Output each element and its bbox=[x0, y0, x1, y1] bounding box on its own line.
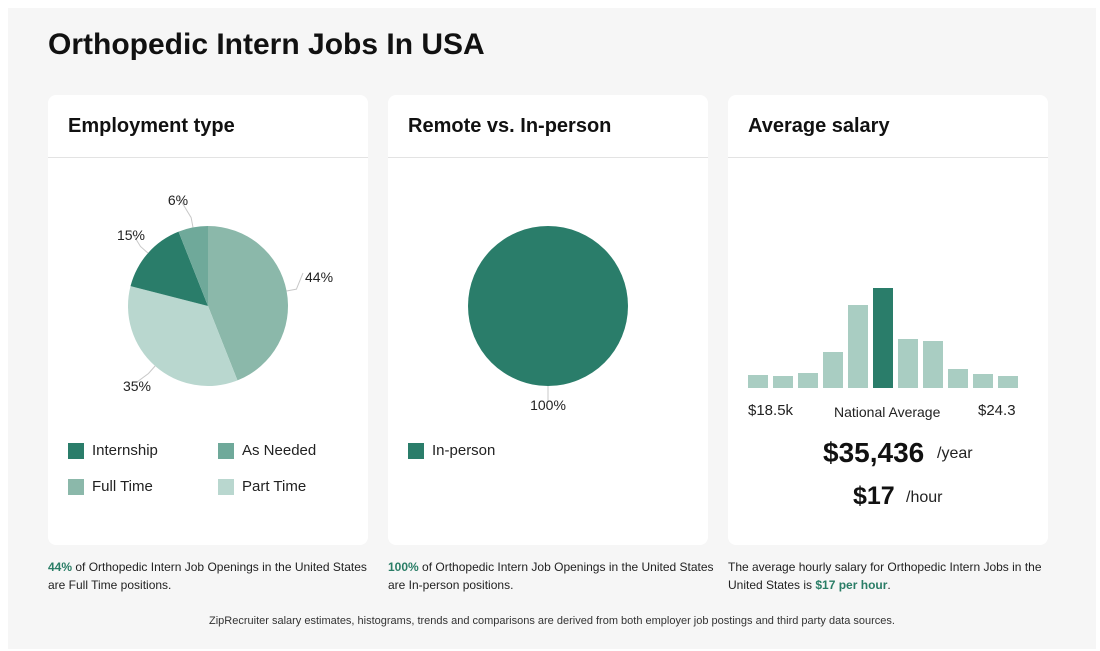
histogram-bar bbox=[848, 305, 868, 388]
legend-swatch bbox=[68, 478, 84, 495]
pie-label-part-time: 35% bbox=[123, 378, 151, 394]
employment-note-highlight: 44% bbox=[48, 560, 73, 574]
salary-min-label: $18.5k bbox=[748, 402, 794, 419]
pie-leader-line bbox=[286, 272, 304, 292]
histogram-bar bbox=[973, 374, 993, 388]
salary-title: Average salary bbox=[748, 115, 890, 137]
remote-note-text: of Orthopedic Intern Job Openings in the… bbox=[388, 560, 714, 592]
pie-leader-line bbox=[177, 195, 194, 228]
employment-type-pie-chart: 44% 35% 15% 6% bbox=[117, 192, 333, 394]
pie-label-as-needed: 6% bbox=[168, 192, 188, 208]
legend-item-part-time: Part Time bbox=[218, 478, 306, 495]
pie-slice-full-time bbox=[208, 226, 288, 381]
card-divider bbox=[48, 157, 368, 158]
employment-type-card: Employment type 44% 35% 15% 6% Internship As… bbox=[48, 95, 368, 545]
legend-label: In-person bbox=[432, 442, 496, 459]
legend-label: Internship bbox=[92, 442, 158, 459]
legend-label: As Needed bbox=[242, 442, 317, 459]
salary-max-label: $24.3 bbox=[978, 402, 1016, 419]
pie-slice-as-needed bbox=[178, 226, 208, 306]
page-title: Orthopedic Intern Jobs In USA bbox=[48, 28, 485, 61]
yearly-salary: $35,436 bbox=[823, 437, 925, 468]
legend-label: Part Time bbox=[242, 478, 307, 495]
national-average-label: National Average bbox=[834, 404, 941, 420]
salary-note-end: . bbox=[887, 578, 891, 592]
pie-leader-line bbox=[130, 230, 149, 254]
legend-swatch bbox=[408, 442, 424, 459]
remote-note-highlight: 100% bbox=[388, 560, 419, 574]
pie-slice-part-time bbox=[127, 286, 238, 386]
histogram-bar bbox=[798, 373, 818, 388]
legend-swatch bbox=[218, 478, 234, 495]
remote-card: Remote vs. In-person 100% In-person bbox=[388, 95, 708, 545]
histogram-bar-national-average bbox=[873, 288, 893, 388]
remote-note: 100% of Orthopedic Intern Job Openings i… bbox=[388, 558, 718, 594]
histogram-bar bbox=[948, 369, 968, 388]
salary-card: Average salary $18.5k National Average $… bbox=[728, 95, 1048, 545]
pie-slice-in-person bbox=[468, 226, 628, 386]
yearly-unit: /year bbox=[937, 445, 973, 462]
legend-swatch bbox=[218, 442, 234, 459]
legend-item-in-person: In-person bbox=[408, 442, 495, 459]
histogram-bar bbox=[748, 375, 768, 388]
legend-swatch bbox=[68, 442, 84, 459]
salary-histogram bbox=[748, 288, 1018, 388]
employment-note-text: of Orthopedic Intern Job Openings in the… bbox=[48, 560, 367, 592]
legend-item-as-needed: As Needed bbox=[218, 442, 316, 459]
histogram-bar bbox=[823, 352, 843, 388]
pie-label-in-person: 100% bbox=[530, 397, 566, 413]
histogram-bar bbox=[923, 341, 943, 388]
footer-disclaimer: ZipRecruiter salary estimates, histogram… bbox=[209, 615, 895, 627]
histogram-bar bbox=[898, 339, 918, 388]
employment-note: 44% of Orthopedic Intern Job Openings in… bbox=[48, 558, 378, 594]
salary-note-text: The average hourly salary for Orthopedic… bbox=[728, 560, 1042, 592]
histogram-bar bbox=[773, 376, 793, 388]
remote-title: Remote vs. In-person bbox=[408, 115, 612, 137]
pie-label-full-time: 44% bbox=[305, 269, 333, 285]
card-divider bbox=[388, 157, 708, 158]
histogram-bar bbox=[998, 376, 1018, 388]
legend-item-full-time: Full Time bbox=[68, 478, 153, 495]
pie-label-internship: 15% bbox=[117, 227, 145, 243]
salary-note: The average hourly salary for Orthopedic… bbox=[728, 558, 1058, 594]
pie-leader-line bbox=[136, 365, 156, 383]
legend-label: Full Time bbox=[92, 478, 153, 495]
page-frame: Orthopedic Intern Jobs In USA Employment… bbox=[8, 8, 1096, 649]
salary-note-highlight: $17 per hour bbox=[815, 578, 888, 592]
employment-type-title: Employment type bbox=[68, 115, 235, 137]
remote-pie-chart: 100% bbox=[468, 226, 628, 413]
hourly-salary: $17 bbox=[853, 482, 895, 510]
hourly-unit: /hour bbox=[906, 489, 943, 506]
pie-slice-internship bbox=[130, 231, 208, 306]
legend-item-internship: Internship bbox=[68, 442, 158, 459]
card-divider bbox=[728, 157, 1048, 158]
